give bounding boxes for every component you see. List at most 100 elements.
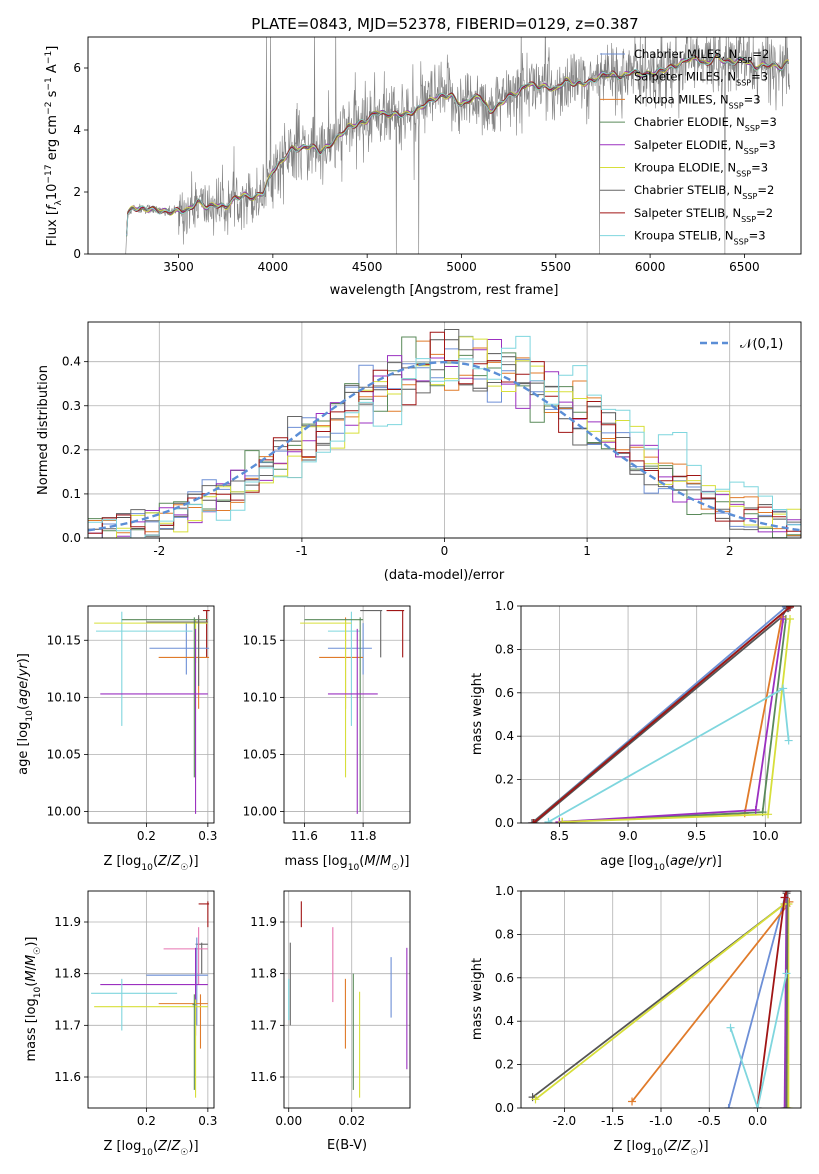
y-tick-label: 2: [73, 185, 81, 199]
label-segment: Flux [: [45, 210, 60, 246]
y-tick-label: 11.8: [54, 967, 81, 981]
x-axis-label: age [log10(age/yr)]: [600, 854, 722, 873]
y-tick-label: 11.7: [250, 1018, 277, 1032]
label-segment: s: [45, 90, 60, 101]
label-segment: Chabrier ELODIE, N: [634, 115, 745, 129]
legend-entry: Chabrier STELIB, NSSP=2: [634, 183, 774, 201]
x-tick-label: 8.5: [550, 829, 569, 843]
label-segment: /: [376, 854, 381, 869]
legend-entry: Salpeter MILES, NSSP=3: [634, 70, 768, 88]
x-tick-label: -0.5: [698, 1114, 721, 1128]
label-segment: 10: [25, 710, 35, 722]
label-segment: Z: [157, 854, 168, 869]
label-segment: A: [45, 64, 60, 77]
x-tick-label: 0.02: [338, 1114, 365, 1128]
y-tick-label: 0.0: [495, 1101, 514, 1115]
label-segment: Z [log: [103, 854, 141, 869]
y-tick-label: 11.8: [250, 967, 277, 981]
label-segment: (: [665, 854, 670, 869]
label-segment: Z: [680, 1139, 691, 1154]
legend-entry: Salpeter ELODIE, NSSP=3: [634, 138, 776, 156]
label-segment: =2: [752, 47, 769, 61]
label-segment: ]: [45, 46, 60, 51]
label-segment: SSP: [734, 237, 749, 246]
point-marker: [783, 891, 792, 895]
x-tick-label: -1.0: [649, 1114, 672, 1128]
x-axis-label: Z [log10(Z/Z☉)]: [103, 854, 198, 873]
x-tick-label: 4000: [258, 260, 289, 274]
y-tick-label: 10.15: [47, 633, 81, 647]
y-tick-label: 0.6: [495, 686, 514, 700]
point-marker: [751, 805, 760, 814]
label-segment: f: [45, 203, 60, 210]
label-segment: M: [380, 854, 391, 869]
label-segment: M: [24, 955, 39, 966]
y-tick-label: 0.4: [62, 355, 81, 369]
label-segment: )]: [24, 937, 39, 947]
label-segment: SSP: [745, 124, 760, 133]
label-segment: Z: [157, 1139, 168, 1154]
point-marker: [726, 1023, 735, 1032]
label-segment: age [log: [16, 722, 31, 775]
label-segment: Kroupa ELODIE, N: [634, 161, 736, 175]
massweight-vs-age-panel: 8.5 9.0 9.5 10.0 0.0 0.2 0.4 0.6 0.8 1.0 age [log1…: [470, 599, 802, 873]
y-tick-label: 0.4: [495, 729, 514, 743]
label-segment: /: [24, 965, 39, 970]
point-marker: [529, 819, 538, 823]
plot-area: [527, 606, 795, 823]
label-segment: )]: [712, 854, 722, 869]
point-marker: [786, 606, 795, 612]
x-tick-label: 4500: [352, 260, 383, 274]
label-segment: (: [663, 1139, 668, 1154]
legend-entry: Kroupa MILES, NSSP=3: [634, 92, 761, 110]
x-axis-label: wavelength [Angstrom, rest frame]: [330, 283, 559, 298]
point-marker: [786, 615, 795, 624]
y-tick-label: 0.4: [495, 1014, 514, 1028]
x-tick-label: 11.8: [350, 829, 377, 843]
y-axis-label: mass weight: [470, 958, 485, 1040]
label-segment: /: [167, 1139, 172, 1154]
y-axis-label: mass weight: [470, 673, 485, 755]
y-tick-label: 0.2: [495, 773, 514, 787]
x-tick-label: -2.0: [553, 1114, 576, 1128]
label-segment: (: [16, 705, 31, 710]
y-axis-label: mass [log10(M/M☉)]: [24, 937, 43, 1062]
x-tick-label: -1: [296, 544, 308, 558]
label-segment: Z [log: [103, 1139, 141, 1154]
point-marker: [784, 900, 793, 909]
label-segment: (: [359, 854, 364, 869]
model-kroupa-stelib: [126, 51, 789, 236]
label-segment: Z [log: [613, 1139, 651, 1154]
label-segment: =3: [744, 92, 761, 106]
point-marker: [782, 891, 791, 895]
label-segment: SSP: [737, 56, 752, 65]
label-segment: SSP: [729, 101, 744, 110]
point-marker: [558, 817, 567, 823]
legend-entry: Kroupa ELODIE, NSSP=3: [634, 161, 768, 179]
axes-frame: [520, 890, 802, 1109]
y-tick-label: 0.0: [62, 531, 81, 545]
label-segment: 10: [141, 863, 153, 873]
label-segment: /: [677, 1139, 682, 1154]
x-tick-label: 0.00: [275, 1114, 302, 1128]
label-segment: −1: [44, 77, 54, 90]
label-segment: (: [153, 1139, 158, 1154]
y-tick-label: 0: [73, 247, 81, 261]
legend-entry: 𝒩(0,1): [740, 337, 783, 352]
label-segment: SSP: [742, 192, 757, 201]
label-segment: =3: [760, 115, 777, 129]
massweight-vs-metallicity-panel: -2.0 -1.5 -1.0 -0.5 0.0 0.0 0.2 0.4 0.6 0.8 1.0 Z […: [470, 884, 802, 1158]
point-marker: [527, 819, 536, 823]
y-tick-label: 10.10: [243, 690, 277, 704]
label-segment: age: [16, 681, 31, 705]
x-tick-label: 2: [726, 544, 734, 558]
y-tick-label: 11.6: [250, 1070, 277, 1084]
x-axis-label: mass [log10(M/M☉)]: [285, 854, 410, 873]
label-segment: 10: [348, 863, 360, 873]
label-segment: ☉: [180, 863, 188, 873]
y-tick-label: 0.0: [495, 816, 514, 830]
x-axis-label: Z [log10(Z/Z☉)]: [613, 1139, 708, 1158]
y-tick-label: 0.2: [495, 1058, 514, 1072]
label-segment: Z: [170, 1139, 181, 1154]
y-tick-label: 1.0: [495, 884, 514, 898]
